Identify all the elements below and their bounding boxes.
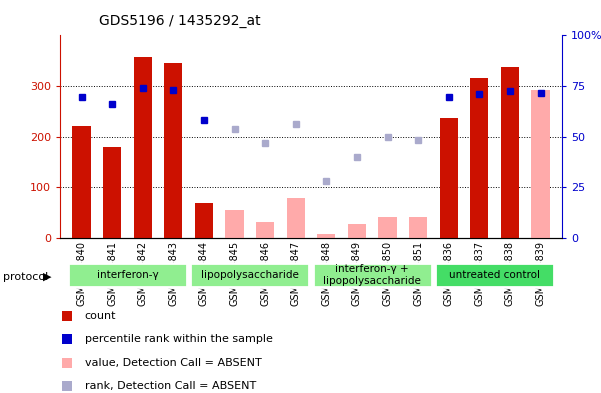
Bar [190, 263, 310, 287]
Bar [256, 222, 274, 238]
Bar [103, 147, 121, 238]
Text: value, Detection Call = ABSENT: value, Detection Call = ABSENT [85, 358, 261, 368]
Text: GDS5196 / 1435292_at: GDS5196 / 1435292_at [100, 14, 261, 28]
Bar [439, 118, 458, 238]
Bar [68, 263, 187, 287]
Text: protocol: protocol [3, 272, 48, 282]
Text: ▶: ▶ [43, 272, 52, 282]
Text: interferon-γ: interferon-γ [97, 270, 158, 280]
Bar [313, 263, 432, 287]
Bar [72, 127, 91, 238]
Text: rank, Detection Call = ABSENT: rank, Detection Call = ABSENT [85, 381, 256, 391]
Bar [409, 217, 427, 238]
Bar [501, 67, 519, 238]
Bar [287, 198, 305, 238]
Bar [379, 217, 397, 238]
Bar [225, 210, 243, 238]
Text: percentile rank within the sample: percentile rank within the sample [85, 334, 273, 344]
Bar [435, 263, 554, 287]
Bar [195, 203, 213, 238]
Bar [531, 90, 550, 238]
Text: untreated control: untreated control [449, 270, 540, 280]
Bar [133, 57, 152, 238]
Text: interferon-γ +
lipopolysaccharide: interferon-γ + lipopolysaccharide [323, 264, 421, 286]
Bar [164, 63, 183, 238]
Text: lipopolysaccharide: lipopolysaccharide [201, 270, 299, 280]
Bar [348, 224, 366, 238]
Text: count: count [85, 310, 116, 321]
Bar [470, 78, 489, 238]
Bar [317, 234, 335, 238]
